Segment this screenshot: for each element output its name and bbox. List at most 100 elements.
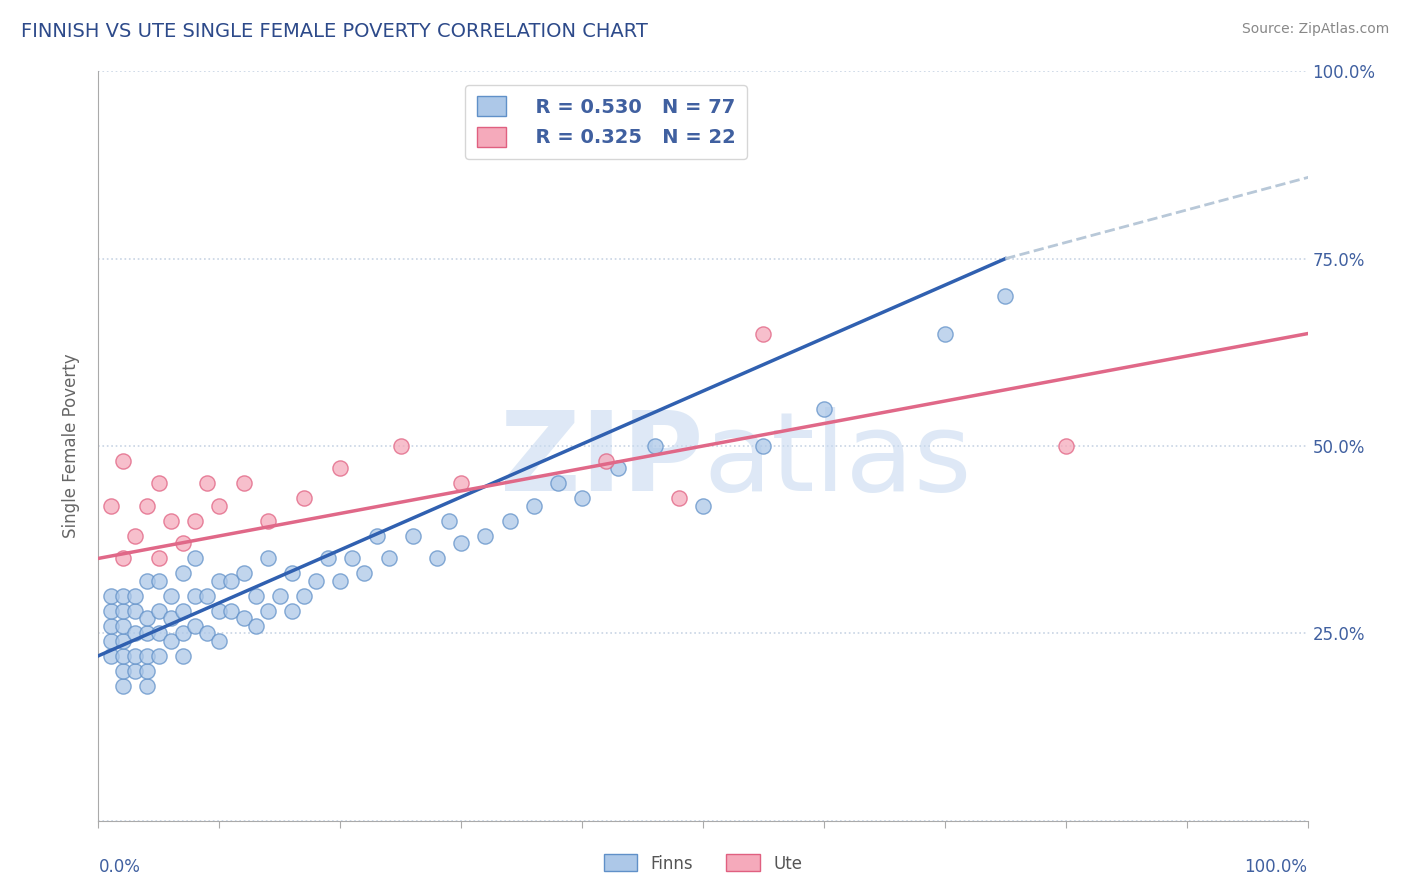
Point xyxy=(184,619,207,633)
Point xyxy=(135,499,157,513)
Point xyxy=(281,604,304,618)
Point xyxy=(184,514,207,528)
Point xyxy=(692,499,714,513)
Point xyxy=(100,633,122,648)
Text: 100.0%: 100.0% xyxy=(1244,858,1308,876)
Point xyxy=(402,529,425,543)
Point xyxy=(329,574,352,588)
Point xyxy=(342,551,364,566)
Point xyxy=(184,551,207,566)
Point xyxy=(111,648,134,663)
Point xyxy=(607,461,630,475)
Point xyxy=(111,633,134,648)
Point xyxy=(111,679,134,693)
Point xyxy=(195,589,218,603)
Point xyxy=(160,611,183,625)
Point xyxy=(426,551,449,566)
Point xyxy=(172,648,194,663)
Point xyxy=(450,476,472,491)
Point xyxy=(256,514,278,528)
Point xyxy=(148,551,170,566)
Point xyxy=(256,551,278,566)
Legend:   R = 0.530   N = 77,   R = 0.325   N = 22: R = 0.530 N = 77, R = 0.325 N = 22 xyxy=(465,85,747,159)
Point xyxy=(111,551,134,566)
Point xyxy=(523,499,546,513)
Point xyxy=(100,604,122,618)
Text: 0.0%: 0.0% xyxy=(98,858,141,876)
Point xyxy=(208,604,231,618)
Point xyxy=(752,326,775,341)
Point xyxy=(256,604,278,618)
Point xyxy=(148,604,170,618)
Point xyxy=(135,626,157,640)
Point xyxy=(450,536,472,550)
Point xyxy=(547,476,569,491)
Point xyxy=(353,566,375,581)
Point xyxy=(100,648,122,663)
Point xyxy=(124,626,146,640)
Point xyxy=(160,589,183,603)
Point xyxy=(148,626,170,640)
Point xyxy=(571,491,593,506)
Point xyxy=(269,589,291,603)
Point xyxy=(195,476,218,491)
Point xyxy=(148,574,170,588)
Point xyxy=(232,611,254,625)
Point xyxy=(135,611,157,625)
Point xyxy=(148,476,170,491)
Point xyxy=(245,619,267,633)
Point xyxy=(160,514,183,528)
Point xyxy=(124,529,146,543)
Point xyxy=(474,529,496,543)
Text: Source: ZipAtlas.com: Source: ZipAtlas.com xyxy=(1241,22,1389,37)
Legend: Finns, Ute: Finns, Ute xyxy=(598,847,808,880)
Point xyxy=(111,589,134,603)
Point xyxy=(221,604,243,618)
Point xyxy=(437,514,460,528)
Point xyxy=(329,461,352,475)
Point xyxy=(292,491,315,506)
Point xyxy=(172,566,194,581)
Text: ZIP: ZIP xyxy=(499,408,703,515)
Point xyxy=(813,401,835,416)
Point xyxy=(111,604,134,618)
Point xyxy=(281,566,304,581)
Point xyxy=(994,289,1017,303)
Point xyxy=(305,574,328,588)
Point xyxy=(160,633,183,648)
Point xyxy=(172,536,194,550)
Point xyxy=(124,589,146,603)
Point xyxy=(195,626,218,640)
Point xyxy=(292,589,315,603)
Point xyxy=(1054,439,1077,453)
Y-axis label: Single Female Poverty: Single Female Poverty xyxy=(62,354,80,538)
Text: atlas: atlas xyxy=(703,408,972,515)
Point xyxy=(232,566,254,581)
Point xyxy=(111,664,134,678)
Point xyxy=(232,476,254,491)
Point xyxy=(135,679,157,693)
Point xyxy=(172,626,194,640)
Point xyxy=(595,454,617,468)
Point xyxy=(100,589,122,603)
Point xyxy=(208,633,231,648)
Point xyxy=(934,326,956,341)
Point xyxy=(668,491,690,506)
Point xyxy=(111,454,134,468)
Point xyxy=(245,589,267,603)
Point xyxy=(124,604,146,618)
Point xyxy=(111,619,134,633)
Point xyxy=(389,439,412,453)
Point xyxy=(316,551,339,566)
Point xyxy=(208,499,231,513)
Point xyxy=(124,664,146,678)
Point xyxy=(644,439,666,453)
Point xyxy=(135,664,157,678)
Point xyxy=(100,499,122,513)
Point xyxy=(377,551,399,566)
Point xyxy=(184,589,207,603)
Point xyxy=(366,529,388,543)
Point xyxy=(135,648,157,663)
Point xyxy=(100,619,122,633)
Point xyxy=(221,574,243,588)
